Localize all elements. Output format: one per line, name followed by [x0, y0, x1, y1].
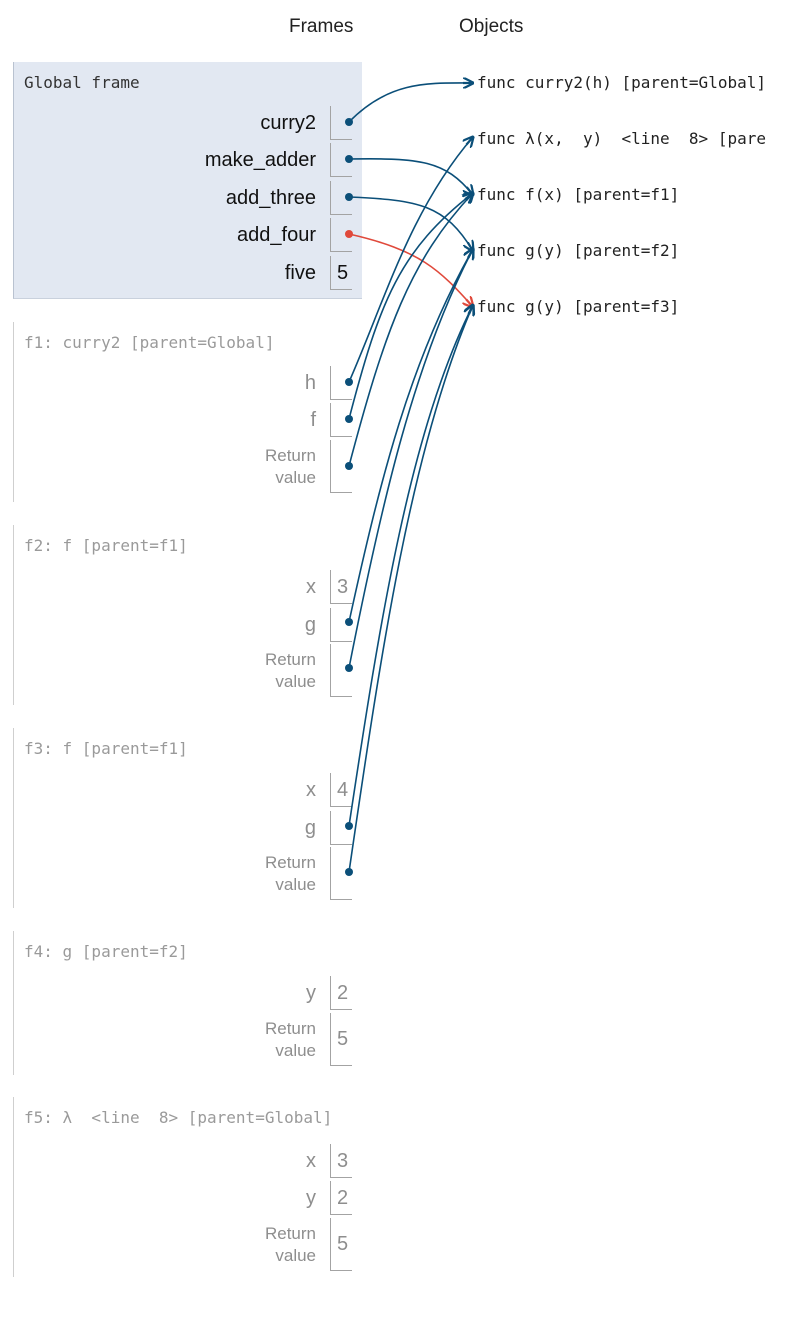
arrow-f1-f	[348, 193, 473, 420]
frame-f1: f1: curry2 [parent=Global] h f Return val…	[13, 322, 362, 502]
return-label: Return value	[264, 650, 316, 691]
var-name-g: g	[304, 817, 316, 839]
frames-header: Frames	[289, 16, 354, 37]
pointer-dot	[345, 462, 353, 470]
frame-title: f3: f [parent=f1]	[24, 739, 188, 758]
var-cell-add-four	[330, 218, 352, 252]
arrow-f1-return	[348, 193, 473, 467]
pointer-dot	[345, 230, 353, 238]
var-value-x: 3	[330, 570, 352, 604]
var-name-five: five	[284, 262, 316, 284]
var-name-make-adder: make_adder	[204, 149, 316, 171]
return-cell	[330, 847, 352, 900]
var-cell-g	[330, 811, 352, 845]
arrow-add-three	[348, 196, 473, 251]
pointer-dot	[345, 378, 353, 386]
pointer-dot	[345, 155, 353, 163]
object-func-f: func f(x) [parent=f1]	[477, 185, 680, 204]
object-func-curry2: func curry2(h) [parent=Global]	[477, 73, 766, 92]
var-cell-f	[330, 403, 352, 437]
arrow-f1-h	[348, 137, 473, 383]
return-cell	[330, 440, 352, 493]
var-value-y: 2	[330, 976, 352, 1010]
return-label: Return value	[264, 853, 316, 894]
var-name-g: g	[304, 614, 316, 636]
object-func-g-f2: func g(y) [parent=f2]	[477, 241, 680, 260]
frame-f2: f2: f [parent=f1] x 3 g Return value	[13, 525, 362, 705]
objects-header: Objects	[459, 16, 524, 37]
var-cell-h	[330, 366, 352, 400]
pointer-dot	[345, 664, 353, 672]
frame-f3: f3: f [parent=f1] x 4 g Return value	[13, 728, 362, 908]
frame-f5: f5: λ <line 8> [parent=Global] x 3 y 2 R…	[13, 1097, 362, 1277]
return-value: 5	[330, 1218, 352, 1271]
var-name-curry2: curry2	[260, 112, 316, 134]
return-value: 5	[330, 1013, 352, 1066]
var-value-x: 4	[330, 773, 352, 807]
frame-title: Global frame	[24, 73, 140, 92]
var-name-y: y	[306, 1187, 316, 1209]
pointer-dot	[345, 415, 353, 423]
var-name-y: y	[306, 982, 316, 1004]
pointer-dot	[345, 868, 353, 876]
pointer-dot	[345, 822, 353, 830]
var-cell-make-adder	[330, 143, 352, 177]
arrow-add-four	[348, 233, 473, 307]
var-name-h: h	[304, 372, 316, 394]
global-frame: Global frame curry2 make_adder add_three…	[13, 62, 362, 299]
var-cell-curry2	[330, 106, 352, 140]
object-func-g-f3: func g(y) [parent=f3]	[477, 297, 680, 316]
frame-title: f5: λ <line 8> [parent=Global]	[24, 1108, 333, 1127]
var-name-add-four: add_four	[237, 224, 316, 246]
frame-f4: f4: g [parent=f2] y 2 Return value 5	[13, 931, 362, 1075]
return-cell	[330, 644, 352, 697]
arrow-make-adder	[348, 158, 473, 195]
return-label: Return value	[264, 446, 316, 487]
frame-title: f2: f [parent=f1]	[24, 536, 188, 555]
var-name-x: x	[306, 576, 316, 598]
var-value-x: 3	[330, 1144, 352, 1178]
var-value-y: 2	[330, 1181, 352, 1215]
var-name-x: x	[306, 779, 316, 801]
pointer-dot	[345, 118, 353, 126]
arrow-f2-return	[348, 249, 473, 669]
var-cell-g	[330, 608, 352, 642]
return-label: Return value	[264, 1224, 316, 1265]
frame-title: f1: curry2 [parent=Global]	[24, 333, 275, 352]
return-label: Return value	[264, 1019, 316, 1060]
object-func-lambda: func λ(x, y) <line 8> [pare	[477, 129, 766, 148]
var-name-add-three: add_three	[225, 187, 316, 209]
var-name-f: f	[310, 409, 316, 431]
var-name-x: x	[306, 1150, 316, 1172]
var-cell-add-three	[330, 181, 352, 215]
arrow-f2-g	[348, 249, 473, 623]
arrow-curry2	[348, 83, 473, 123]
pointer-dot	[345, 618, 353, 626]
frame-title: f4: g [parent=f2]	[24, 942, 188, 961]
arrow-f3-return	[348, 305, 473, 873]
arrow-f3-g	[348, 305, 473, 827]
pointer-dot	[345, 193, 353, 201]
var-value-five: 5	[330, 256, 352, 290]
